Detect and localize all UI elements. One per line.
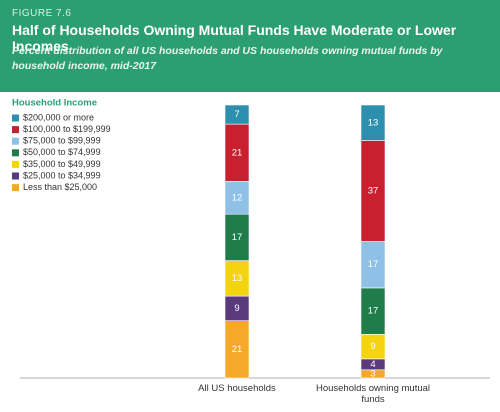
value-label: 4 [370,359,375,370]
legend-swatch [12,114,19,122]
legend-swatch [12,149,19,157]
legend-swatch [12,172,19,180]
bar-segment [360,104,386,141]
bar-segment [224,104,250,125]
legend-label: $35,000 to $49,999 [23,159,101,169]
value-label: 13 [232,273,243,284]
value-label: 17 [368,259,379,270]
chart-subtitle: Percent distribution of all US household… [12,45,443,72]
x-tick-label: All US households [198,383,276,394]
legend-swatch [12,184,19,192]
value-label: 21 [232,147,243,158]
bar-segment [360,140,386,242]
value-label: 12 [232,192,243,203]
value-label: 9 [234,303,239,314]
value-label: 17 [232,232,243,243]
bar-segment [360,287,386,335]
value-label: 3 [370,368,375,379]
legend-title: Household Income [12,98,97,109]
bar-segment [224,320,250,379]
value-label: 17 [368,306,379,317]
legend-swatch [12,137,19,145]
value-label: 9 [370,341,375,352]
legend-swatch [12,126,19,134]
legend-label: Less than $25,000 [23,182,97,192]
legend-swatch [12,160,19,168]
bar-segment [224,181,250,215]
figure-label: FIGURE 7.6 [12,8,72,19]
value-label: 7 [234,109,239,120]
bar-segment [224,213,250,261]
value-label: 13 [368,117,379,128]
bar-segment [224,295,250,321]
value-label: 21 [232,344,243,355]
bar-segment [360,334,386,360]
header: FIGURE 7.6 Half of Households Owning Mut… [0,0,500,92]
legend-label: $50,000 to $74,999 [23,147,101,157]
x-tick-label: Households owning mutual funds [315,383,431,405]
chart-title: Half of Households Owning Mutual Funds H… [12,22,457,54]
legend-label: $100,000 to $199,999 [23,124,111,134]
legend-label: $200,000 or more [23,112,94,122]
legend-label: $75,000 to $99,999 [23,136,101,146]
legend-label: $25,000 to $34,999 [23,170,101,180]
bar-segment [224,260,250,297]
value-label: 37 [368,186,379,197]
